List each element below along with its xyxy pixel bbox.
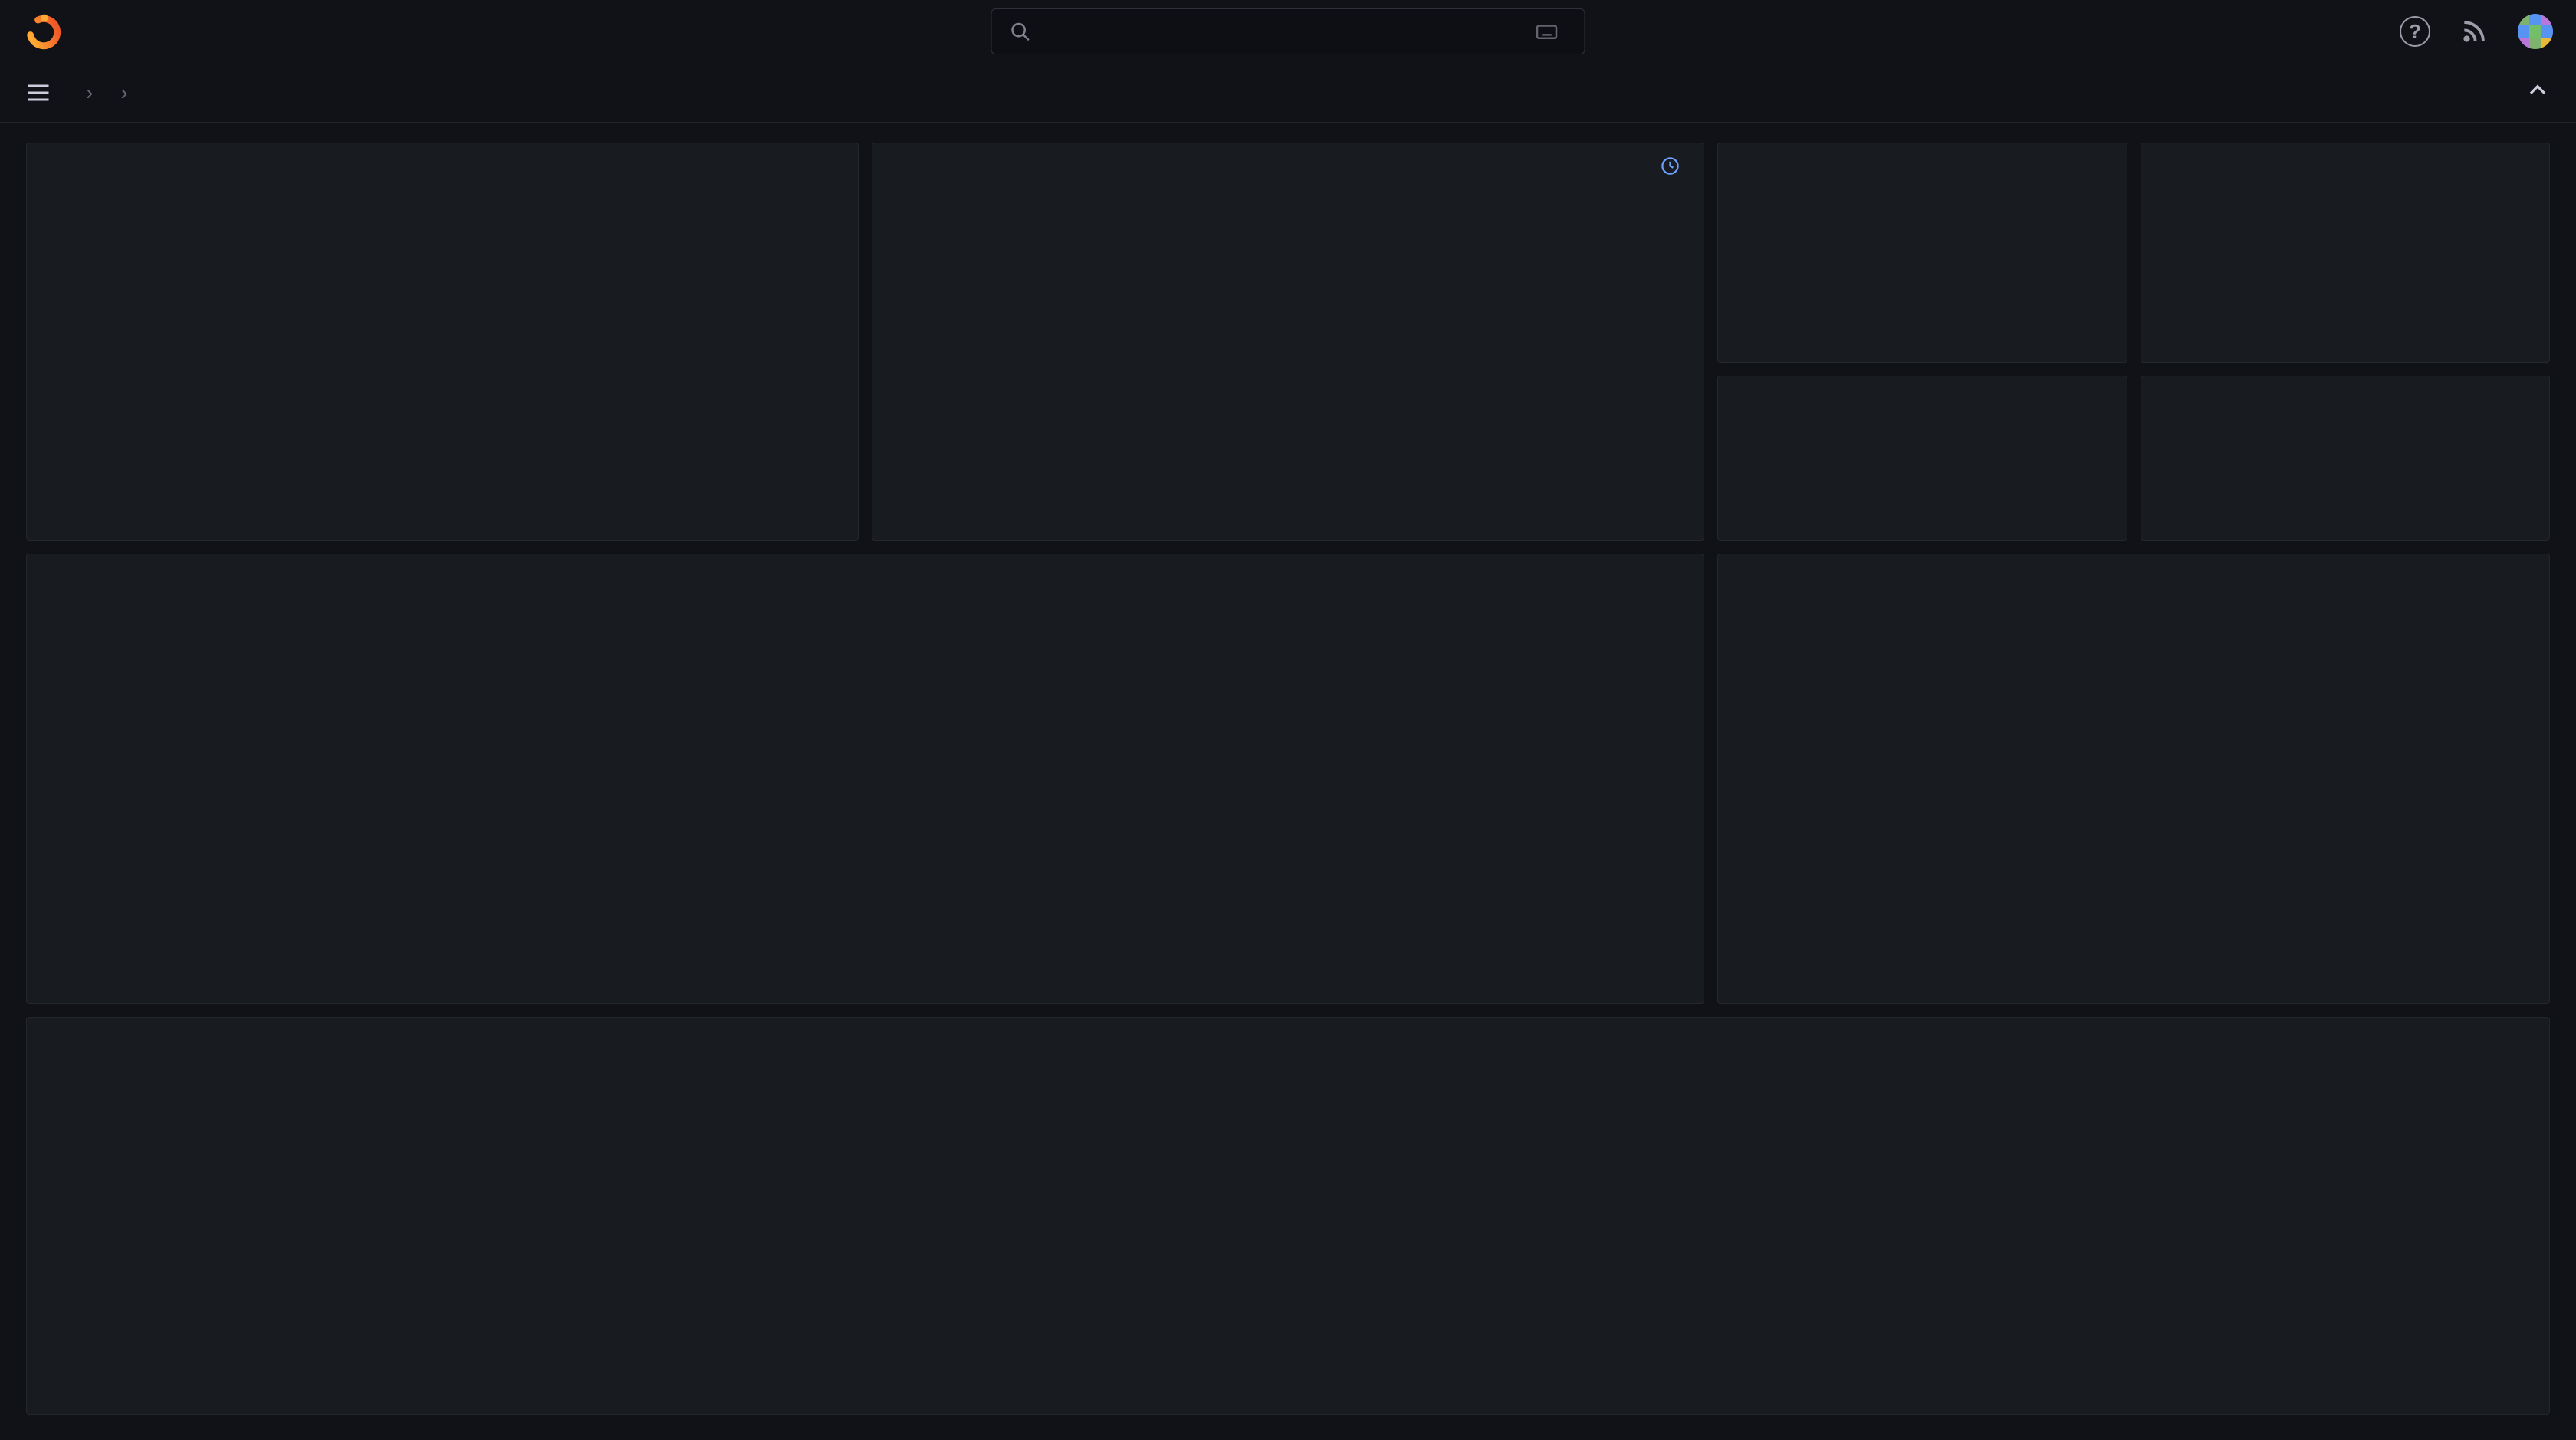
client-load-chart (33, 1062, 2293, 1414)
panel-logins (872, 143, 1704, 541)
legend-item-logins-1-hour[interactable] (958, 523, 989, 528)
memory-cpu-chart (33, 188, 852, 520)
news-rss-icon[interactable] (2459, 17, 2489, 46)
legend-item-cpu[interactable] (792, 523, 823, 528)
upper-95-swatch (2299, 1261, 2320, 1266)
panel-memory-gauge (1717, 143, 2128, 363)
dashboard-canvas (0, 123, 2576, 1440)
panel-client-load (26, 1017, 2550, 1415)
web-server-01-swatch (47, 986, 67, 991)
grafana-logo-icon[interactable] (23, 11, 64, 52)
collapse-chevron-up-icon[interactable] (2524, 77, 2551, 108)
legend-item-upper-75[interactable] (2299, 1162, 2526, 1202)
search-icon (1011, 22, 1030, 41)
help-icon[interactable]: ? (2400, 16, 2430, 47)
clock-icon (1661, 156, 1679, 175)
panel-google-hits-gauge (2140, 143, 2550, 363)
menu-toggle-icon[interactable] (25, 79, 52, 107)
logins-chart (879, 188, 1697, 520)
google-hits-gauge (2141, 188, 2550, 362)
search-bar[interactable] (991, 8, 1585, 54)
web-server-03-swatch (179, 986, 199, 991)
logins-series-swatch (892, 523, 913, 528)
breadcrumb: › › (72, 81, 142, 105)
logins-1h-series-swatch (958, 523, 979, 528)
user-avatar[interactable] (2518, 14, 2553, 49)
memory-gauge (1718, 188, 2127, 362)
keyboard-shortcut (1536, 20, 1568, 43)
legend-item-upper-25[interactable] (2299, 1080, 2526, 1121)
legend-item-web-server-04[interactable] (245, 986, 275, 991)
legend-item-web-server-01[interactable] (47, 986, 77, 991)
sign-ups-stat (2141, 421, 2550, 540)
panel-google-hits-bars (1717, 554, 2550, 1004)
panel-server-requests (26, 554, 1704, 1004)
top-navigation-bar: ? (0, 0, 2576, 63)
support-calls-stat (1718, 421, 2127, 540)
google-hits-bar-gauge (1718, 599, 2549, 1003)
upper-90-swatch (2299, 1221, 2320, 1225)
upper-50-swatch (2299, 1139, 2320, 1144)
upper-75-swatch (2299, 1180, 2320, 1185)
upper-25-swatch (2299, 1099, 2320, 1103)
panel-sign-ups (2140, 376, 2550, 541)
breadcrumb-bar: › › (0, 63, 2576, 123)
legend-item-web-server-03[interactable] (179, 986, 209, 991)
legend-item-logins[interactable] (892, 523, 923, 528)
legend-item-upper-50[interactable] (2299, 1121, 2526, 1162)
legend-item-upper-90[interactable] (2299, 1202, 2526, 1243)
web-server-02-swatch (113, 986, 133, 991)
panel-support-calls (1717, 376, 2128, 541)
topbar-actions: ? (2400, 14, 2553, 49)
panel-memory-cpu (26, 143, 859, 541)
legend-item-upper-95[interactable] (2299, 1243, 2526, 1284)
legend-item-memory[interactable] (47, 523, 77, 528)
breadcrumb-separator: › (86, 80, 94, 104)
cpu-series-swatch (792, 523, 813, 528)
client-load-legend (2293, 1062, 2549, 1414)
keyboard-icon (1536, 25, 1558, 39)
legend-item-web-server-02[interactable] (113, 986, 143, 991)
server-requests-chart (33, 599, 1697, 983)
breadcrumb-separator: › (120, 80, 128, 104)
memory-series-swatch (47, 523, 67, 528)
panel-time-range[interactable] (1660, 143, 1688, 188)
web-server-04-swatch (245, 986, 265, 991)
